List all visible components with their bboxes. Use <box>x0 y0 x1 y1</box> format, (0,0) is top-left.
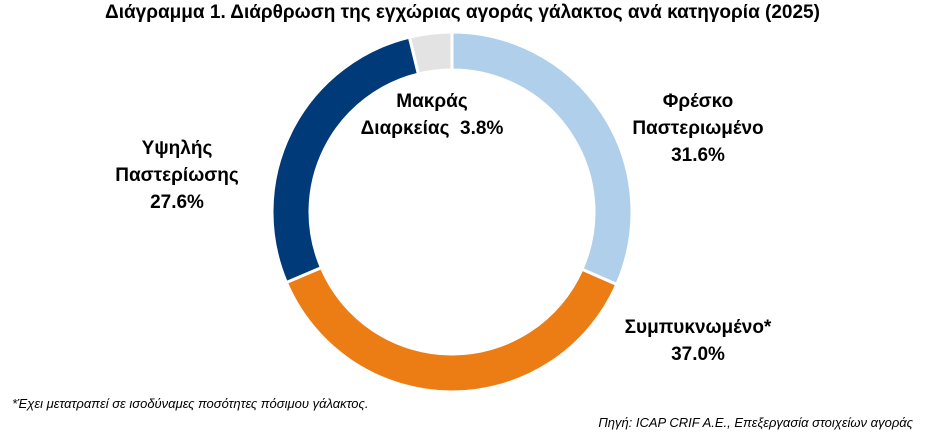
source-note: Πηγή: ICAP CRIF A.E., Επεξεργασία στοιχε… <box>598 415 913 430</box>
slice-label-condensed: Συμπυκνωμένο* 37.0% <box>608 314 788 368</box>
chart-title: Διάγραμμα 1. Διάρθρωση της εγχώριας αγορ… <box>105 2 820 23</box>
slice-label-high-pasteurization: Υψηλής Παστερίωσης 27.6% <box>92 135 262 216</box>
slice-label-high-pasteurization-line-1: Υψηλής <box>141 138 213 159</box>
slice-label-fresh-line-2: Παστεριωμένο <box>632 118 764 139</box>
slice-label-fresh: Φρέσκο Παστεριωμένο 31.6% <box>618 88 778 169</box>
slice-long-life <box>407 30 454 76</box>
slice-value-high-pasteurization: 27.6% <box>150 192 204 213</box>
slice-label-high-pasteurization-line-2: Παστερίωσης <box>115 165 239 186</box>
slice-label-long-life-line-2: Διαρκείας 3.8% <box>347 115 517 142</box>
slice-fresh <box>450 30 634 287</box>
slice-high-pasteurization <box>270 35 421 285</box>
slice-value-condensed: 37.0% <box>671 344 725 365</box>
slice-label-long-life: Μακράς Διαρκείας 3.8% <box>347 88 517 142</box>
slice-label-condensed-line-1: Συμπυκνωμένο* <box>624 317 772 338</box>
slice-label-long-life-text: Διαρκείας <box>360 118 450 139</box>
footnote: *Έχει μετατραπεί σε ισοδύναμες ποσότητες… <box>12 396 369 411</box>
slice-value-long-life: 3.8% <box>460 118 504 139</box>
slice-label-fresh-line-1: Φρέσκο <box>662 91 734 112</box>
slice-label-long-life-line-1: Μακράς <box>396 91 468 112</box>
slice-value-fresh: 31.6% <box>671 145 725 166</box>
slice-condensed <box>284 265 619 394</box>
